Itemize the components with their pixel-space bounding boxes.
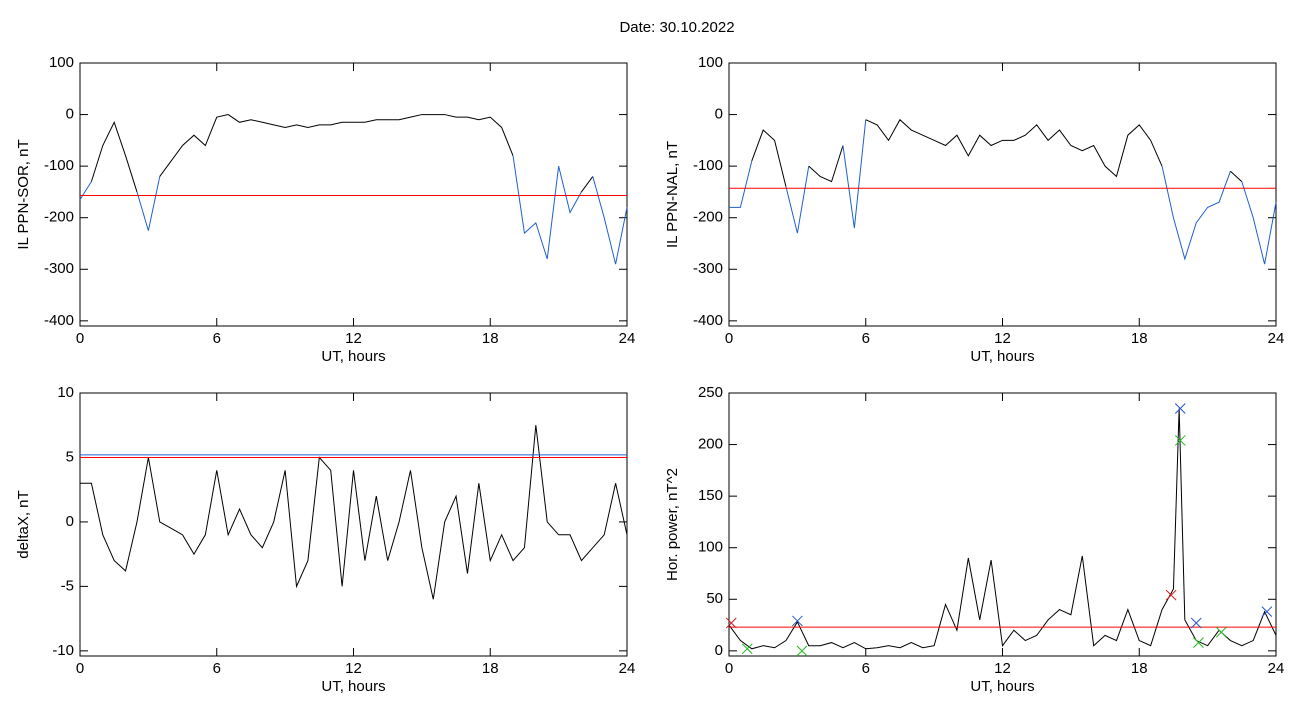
marker bbox=[1215, 626, 1227, 638]
x-tick-label: 6 bbox=[213, 660, 221, 677]
x-tick-label: 24 bbox=[1268, 330, 1285, 347]
data-line bbox=[1161, 166, 1231, 261]
x-axis-label: UT, hours bbox=[970, 678, 1034, 695]
x-tick-label: 24 bbox=[1268, 660, 1285, 677]
data-line bbox=[1241, 181, 1277, 265]
data-line bbox=[136, 176, 161, 231]
y-tick-label: -5 bbox=[61, 577, 74, 594]
x-tick-label: 18 bbox=[482, 660, 499, 677]
y-tick-label: 10 bbox=[57, 384, 74, 401]
plot-frame bbox=[79, 392, 628, 657]
marker bbox=[1261, 606, 1273, 618]
y-tick-label: 0 bbox=[66, 106, 74, 123]
x-tick-label: 24 bbox=[619, 660, 636, 677]
x-tick-label: 6 bbox=[213, 330, 221, 347]
x-tick-label: 18 bbox=[1131, 660, 1148, 677]
x-tick-label: 18 bbox=[482, 330, 499, 347]
x-tick-label: 0 bbox=[76, 330, 84, 347]
data-line bbox=[808, 145, 844, 183]
marker bbox=[1174, 403, 1186, 414]
y-tick-label: -300 bbox=[693, 260, 723, 277]
x-axis-label: UT, hours bbox=[970, 348, 1034, 365]
data-line bbox=[865, 118, 1163, 178]
marker bbox=[1193, 637, 1204, 648]
y-tick-label: 100 bbox=[698, 54, 723, 71]
y-tick-label: -100 bbox=[693, 157, 723, 174]
data-line bbox=[159, 114, 514, 177]
y-tick-label: 0 bbox=[715, 106, 723, 123]
y-tick-label: 200 bbox=[698, 436, 723, 453]
y-tick-label: -400 bbox=[693, 312, 723, 329]
x-tick-label: 12 bbox=[994, 660, 1011, 677]
x-tick-label: 18 bbox=[1131, 330, 1148, 347]
data-line bbox=[90, 120, 138, 193]
data-line bbox=[785, 166, 810, 234]
y-tick-label: -200 bbox=[693, 209, 723, 226]
plot-frame bbox=[728, 392, 1277, 657]
y-axis-label: deltaX, nT bbox=[15, 490, 32, 558]
marker bbox=[792, 615, 803, 627]
y-tick-label: -400 bbox=[44, 312, 74, 329]
data-line bbox=[728, 408, 1277, 650]
data-line bbox=[581, 176, 594, 193]
x-axis-label: UT, hours bbox=[321, 348, 385, 365]
y-tick-label: -200 bbox=[44, 209, 74, 226]
data-line bbox=[751, 129, 787, 187]
y-axis-label: IL PPN-SOR, nT bbox=[15, 139, 32, 249]
data-line bbox=[512, 155, 582, 260]
y-tick-label: 100 bbox=[698, 539, 723, 556]
y-tick-label: 150 bbox=[698, 487, 723, 504]
y-tick-label: 0 bbox=[66, 513, 74, 530]
y-tick-label: 50 bbox=[706, 590, 723, 607]
figure-title: Date: 30.10.2022 bbox=[619, 19, 734, 36]
y-tick-label: 250 bbox=[698, 384, 723, 401]
data-line bbox=[592, 176, 628, 265]
y-axis-label: IL PPN-NAL, nT bbox=[664, 141, 681, 248]
plot-frame bbox=[728, 62, 1277, 327]
x-tick-label: 12 bbox=[994, 330, 1011, 347]
y-tick-label: 100 bbox=[49, 54, 74, 71]
marker bbox=[1165, 589, 1177, 601]
marker bbox=[1190, 617, 1202, 629]
y-tick-label: -300 bbox=[44, 260, 74, 277]
y-tick-label: -10 bbox=[52, 642, 74, 659]
data-line bbox=[729, 160, 753, 208]
marker bbox=[1174, 435, 1186, 446]
marker bbox=[796, 645, 808, 657]
x-tick-label: 12 bbox=[345, 330, 362, 347]
data-line bbox=[80, 425, 628, 600]
data-line bbox=[79, 181, 92, 200]
data-line bbox=[1230, 170, 1243, 182]
y-tick-label: 5 bbox=[66, 448, 74, 465]
x-tick-label: 12 bbox=[345, 660, 362, 677]
x-tick-label: 0 bbox=[76, 660, 84, 677]
y-tick-label: -100 bbox=[44, 157, 74, 174]
marker bbox=[725, 617, 737, 629]
x-tick-label: 24 bbox=[619, 330, 636, 347]
x-tick-label: 0 bbox=[725, 330, 733, 347]
x-tick-label: 6 bbox=[862, 330, 870, 347]
data-line bbox=[842, 119, 867, 229]
x-tick-label: 0 bbox=[725, 660, 733, 677]
x-tick-label: 6 bbox=[862, 660, 870, 677]
y-tick-label: 0 bbox=[715, 642, 723, 659]
x-axis-label: UT, hours bbox=[321, 678, 385, 695]
marker bbox=[741, 643, 753, 655]
y-axis-label: Hor. power, nT^2 bbox=[664, 468, 681, 581]
plot-frame bbox=[79, 62, 628, 327]
